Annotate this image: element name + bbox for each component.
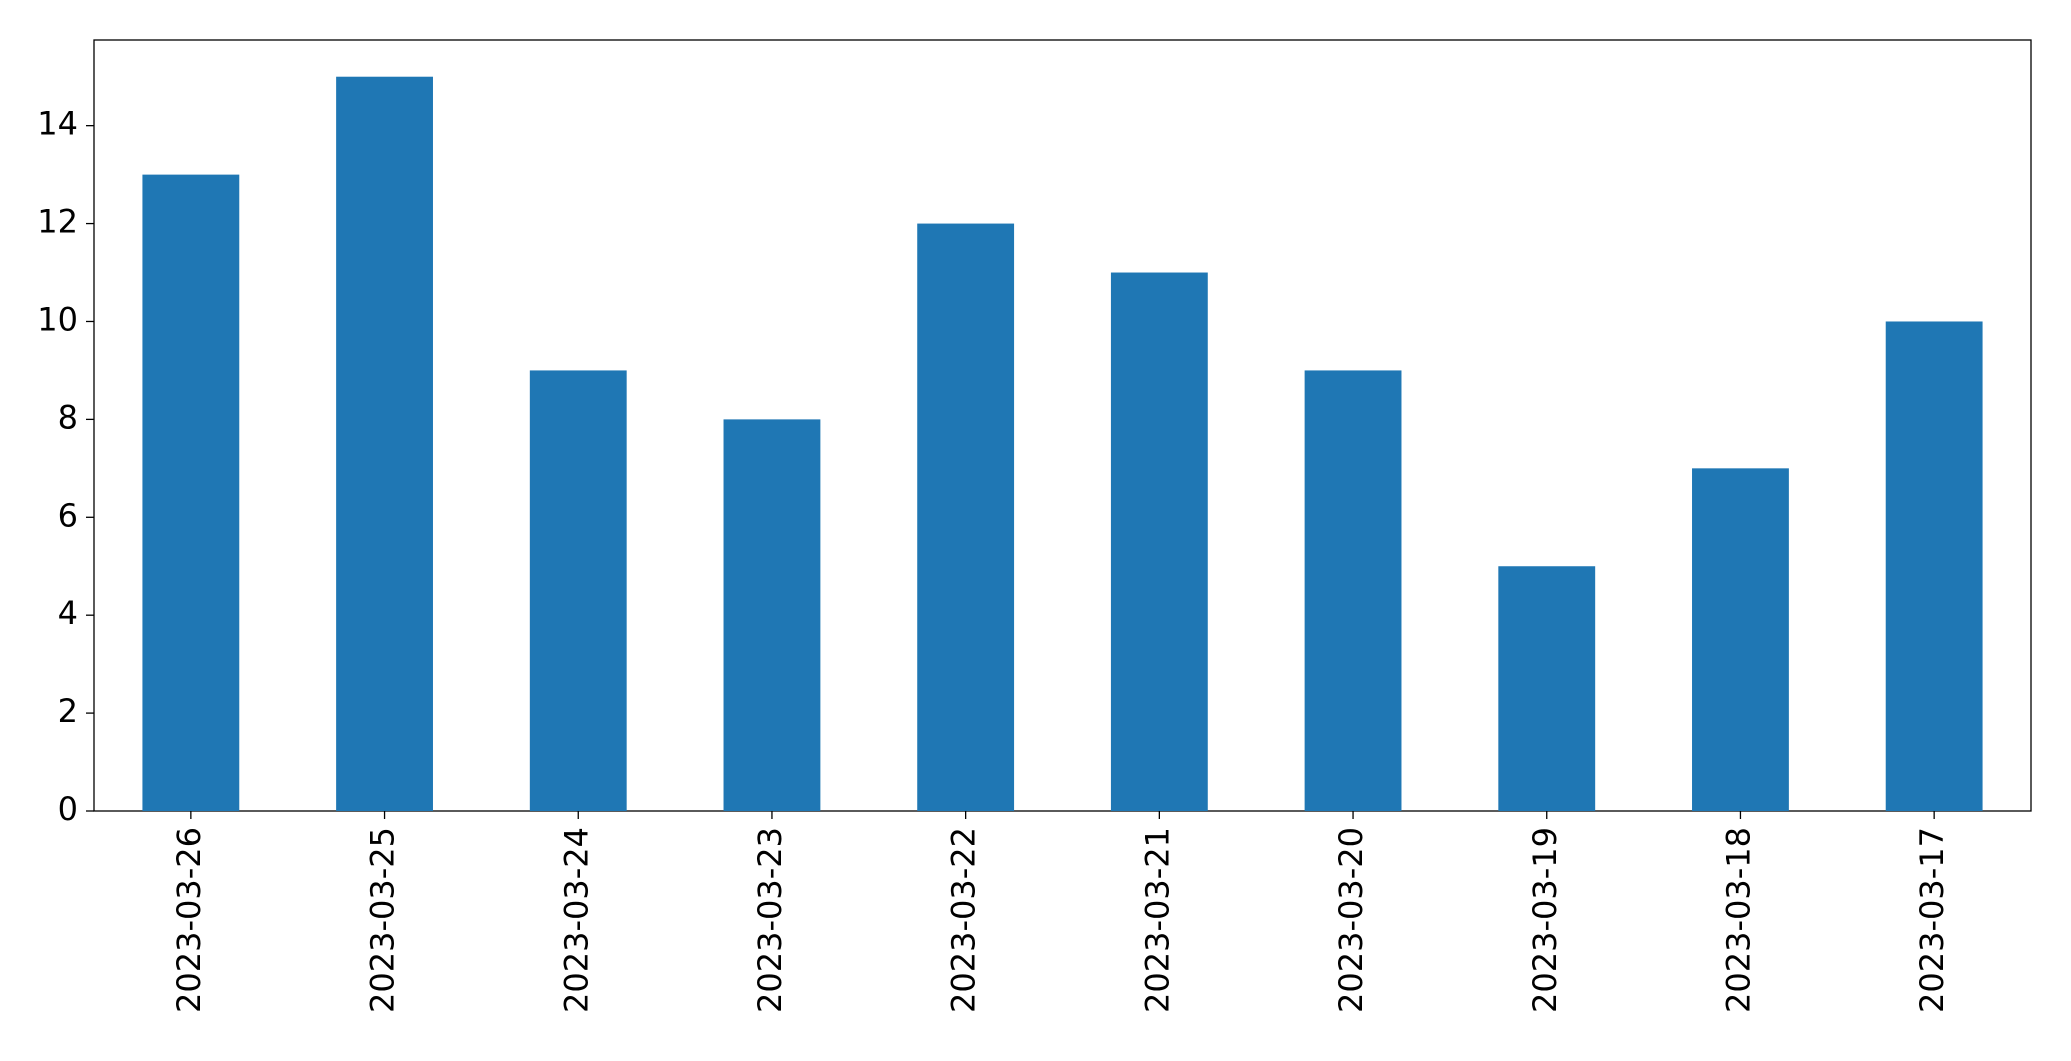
x-tick-label: 2023-03-20: [1332, 827, 1370, 1013]
bar: [1498, 566, 1596, 811]
x-tick-label: 2023-03-18: [1719, 827, 1757, 1013]
bar: [1885, 321, 1983, 811]
y-tick-label: 14: [37, 105, 78, 143]
bar: [1692, 468, 1789, 811]
plot-frame: [93, 39, 2032, 812]
x-tick-label: 2023-03-17: [1913, 827, 1951, 1013]
x-tick-label: 2023-03-23: [751, 827, 789, 1013]
bar: [142, 174, 240, 812]
bar: [723, 419, 821, 811]
bar: [336, 76, 433, 811]
bar: [917, 223, 1015, 812]
x-tick-label: 2023-03-21: [1138, 827, 1176, 1013]
x-tick-label: 2023-03-22: [945, 827, 983, 1013]
y-tick-label: 6: [58, 496, 78, 534]
bar: [1110, 272, 1208, 811]
x-tick-label: 2023-03-19: [1526, 827, 1564, 1013]
bar: [529, 370, 627, 811]
x-tick-label: 2023-03-24: [557, 827, 595, 1013]
y-tick-label: 4: [58, 594, 78, 632]
y-tick-label: 8: [58, 398, 78, 436]
bar: [1304, 370, 1402, 811]
y-tick-label: 0: [58, 790, 78, 828]
y-tick-label: 10: [37, 300, 78, 338]
y-tick-label: 12: [37, 203, 78, 241]
y-tick-label: 2: [58, 692, 78, 730]
x-tick-label: 2023-03-26: [170, 827, 208, 1013]
x-tick-label: 2023-03-25: [364, 827, 402, 1013]
